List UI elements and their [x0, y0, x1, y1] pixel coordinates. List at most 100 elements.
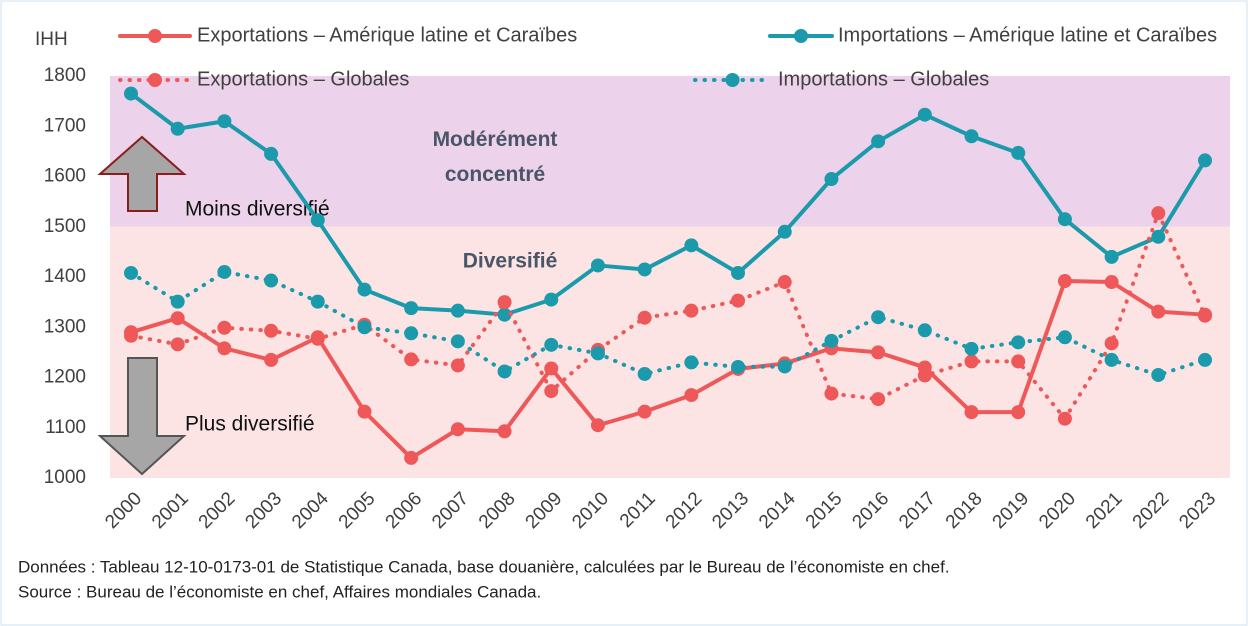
band-label: Modérément concentré: [433, 128, 558, 186]
y-tick-label: 1200: [44, 367, 86, 388]
x-tick-label: 2015: [802, 488, 847, 533]
marker: [544, 384, 559, 399]
x-tick-label: 2014: [755, 488, 800, 533]
marker: [404, 352, 419, 367]
marker: [264, 273, 279, 288]
marker: [637, 310, 652, 325]
marker: [684, 238, 699, 253]
marker: [264, 323, 279, 338]
marker: [264, 146, 279, 161]
x-tick-label: 2002: [195, 488, 240, 533]
marker: [1198, 153, 1212, 168]
y-tick-label: 1300: [44, 316, 86, 337]
x-tick-label: 2019: [989, 488, 1034, 533]
marker: [964, 354, 979, 369]
marker: [1104, 352, 1119, 367]
marker: [1057, 212, 1072, 227]
marker: [170, 311, 185, 326]
marker: [544, 337, 559, 352]
marker: [684, 355, 699, 370]
marker: [777, 224, 792, 239]
marker: [637, 262, 652, 277]
legend-label: Importations – Globales: [778, 68, 989, 90]
annotation: Plus diversifié: [185, 413, 315, 436]
marker: [124, 86, 138, 101]
marker: [1151, 367, 1166, 382]
marker: [1104, 275, 1119, 290]
y-tick-label: 1700: [44, 115, 86, 136]
marker: [590, 346, 605, 361]
x-tick-label: 2006: [382, 488, 427, 533]
note: Source : Bureau de l’économiste en chef,…: [18, 582, 541, 601]
marker: [1011, 354, 1026, 369]
x-tick-label: 2023: [1175, 488, 1220, 533]
x-tick-label: 2001: [148, 488, 193, 533]
band-label: Diversifié: [463, 250, 558, 273]
marker: [357, 282, 372, 297]
y-axis-label: IHH: [35, 29, 68, 50]
marker: [124, 265, 138, 280]
x-tick-label: 2013: [708, 488, 753, 533]
marker: [917, 323, 932, 338]
marker: [871, 310, 886, 325]
marker: [964, 341, 979, 356]
y-tick-label: 1400: [44, 266, 86, 287]
series-line: [129, 91, 1207, 317]
marker: [310, 294, 325, 309]
series-line: [129, 211, 1207, 421]
x-tick-label: 2008: [475, 488, 520, 533]
series-line: [129, 269, 1207, 377]
x-tick-label: 2021: [1082, 488, 1127, 533]
marker: [1011, 335, 1026, 350]
marker: [1198, 308, 1212, 323]
marker: [170, 337, 185, 352]
x-tick-label: 2017: [895, 488, 940, 533]
y-tick-label: 1600: [44, 166, 86, 187]
marker: [731, 293, 746, 308]
legend-label: Exportations – Globales: [197, 68, 409, 90]
x-tick-label: 2018: [942, 488, 987, 533]
marker: [1011, 405, 1026, 420]
y-tick-label: 1500: [44, 216, 86, 237]
marker: [1151, 206, 1166, 221]
marker: [590, 418, 605, 433]
marker: [217, 264, 232, 279]
x-tick-label: 2020: [1035, 488, 1080, 533]
marker: [497, 424, 512, 439]
x-tick-label: 2016: [848, 488, 893, 533]
y-tick-label: 1800: [44, 65, 86, 86]
marker: [404, 450, 419, 465]
down-arrow: [97, 357, 187, 476]
marker: [450, 422, 465, 437]
up-arrow: [97, 135, 187, 212]
x-tick-label: 2009: [522, 488, 567, 533]
marker: [1057, 274, 1072, 289]
x-tick-label: 2010: [568, 488, 613, 533]
marker: [1011, 145, 1026, 160]
legend-label: Importations – Amérique latine et Caraïb…: [838, 24, 1217, 46]
marker: [124, 328, 138, 343]
marker: [964, 129, 979, 144]
marker: [217, 114, 232, 129]
marker: [450, 334, 465, 349]
marker: [217, 341, 232, 356]
y-tick-label: 1000: [44, 467, 86, 488]
marker: [964, 405, 979, 420]
marker: [1057, 411, 1072, 426]
marker: [217, 320, 232, 335]
marker: [450, 358, 465, 373]
marker: [871, 345, 886, 360]
x-tick-label: 2022: [1129, 488, 1174, 533]
band: [110, 226, 1230, 478]
marker: [684, 388, 699, 403]
marker: [1057, 330, 1072, 345]
band: [110, 76, 1230, 227]
marker: [264, 352, 279, 367]
marker: [637, 366, 652, 381]
marker: [170, 121, 185, 136]
series-line: [129, 279, 1207, 460]
marker: [357, 404, 372, 419]
x-tick-label: 2012: [662, 488, 707, 533]
